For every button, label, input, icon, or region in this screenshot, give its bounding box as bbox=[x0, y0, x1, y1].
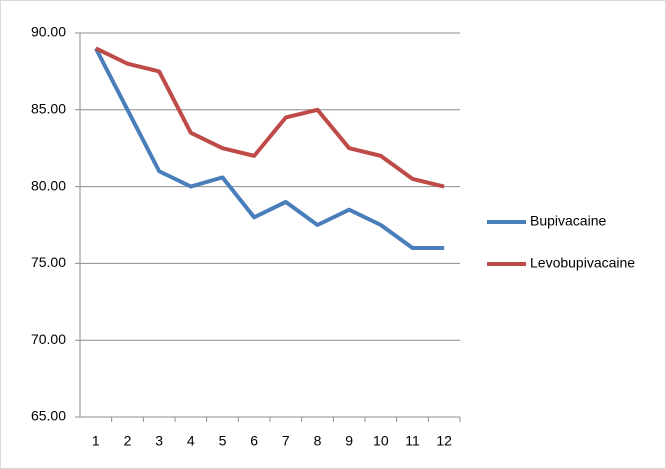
y-tick-label: 70.00 bbox=[31, 331, 66, 347]
y-tick-label: 75.00 bbox=[31, 254, 66, 270]
x-tick-label: 12 bbox=[436, 433, 452, 449]
legend-label: Levobupivacaine bbox=[530, 255, 635, 271]
y-tick-label: 80.00 bbox=[31, 177, 66, 193]
x-tick-label: 10 bbox=[373, 433, 389, 449]
legend-label: Bupivacaine bbox=[530, 213, 606, 229]
x-tick-label: 5 bbox=[219, 433, 227, 449]
x-tick-label: 4 bbox=[187, 433, 195, 449]
x-tick-label: 7 bbox=[282, 433, 290, 449]
y-tick-label: 85.00 bbox=[31, 101, 66, 117]
y-tick-label: 90.00 bbox=[31, 24, 66, 40]
data-line bbox=[94, 46, 445, 189]
x-tick-label: 3 bbox=[155, 433, 163, 449]
x-tick-label: 9 bbox=[345, 433, 353, 449]
x-tick-label: 2 bbox=[124, 433, 132, 449]
y-tick-label: 65.00 bbox=[31, 408, 66, 424]
x-tick-label: 8 bbox=[314, 433, 322, 449]
x-tick-label: 6 bbox=[250, 433, 258, 449]
data-line bbox=[94, 47, 445, 251]
x-tick-label: 1 bbox=[92, 433, 100, 449]
x-tick-label: 11 bbox=[405, 433, 420, 449]
